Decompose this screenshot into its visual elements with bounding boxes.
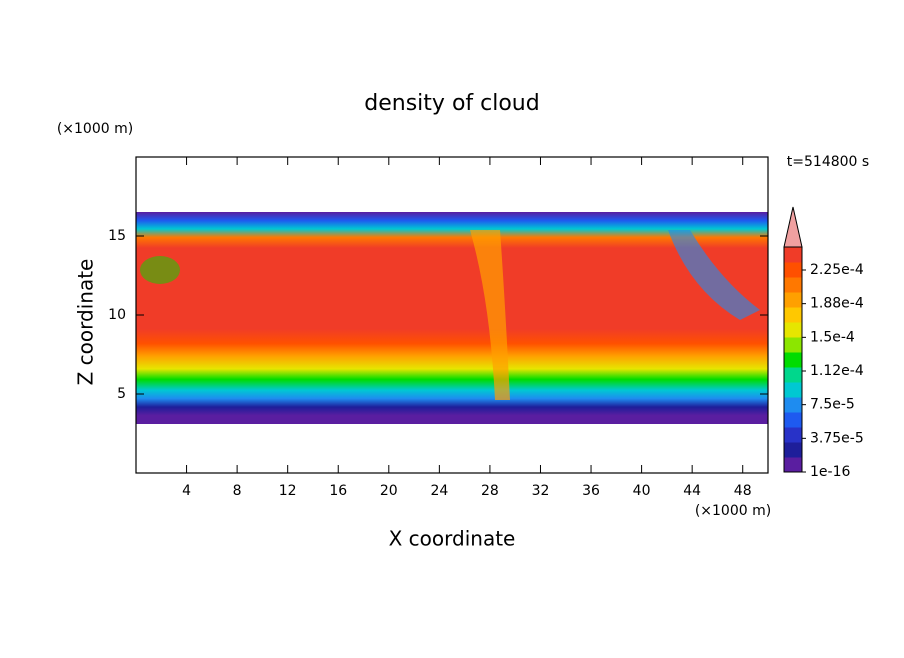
colorbar-band [784, 397, 802, 413]
colorbar-band [784, 277, 802, 293]
colorbar-band [784, 307, 802, 323]
colorbar-band [784, 427, 802, 443]
x-tick-label: 16 [329, 483, 347, 499]
chart-title: density of cloud [364, 91, 539, 116]
colorbar-band [784, 352, 802, 368]
y-tick-label: 10 [108, 307, 126, 323]
field-bands [136, 212, 768, 424]
colorbar-label: 1.88e-4 [810, 296, 864, 312]
x-tick-label: 28 [481, 483, 499, 499]
colorbar-band [784, 292, 802, 308]
colorbar-label: 7.5e-5 [810, 397, 855, 413]
contour-field [136, 212, 768, 424]
field-vortex [668, 230, 760, 320]
colorbar-label: 2.25e-4 [810, 262, 864, 278]
time-label: t=514800 s [787, 154, 869, 170]
x-tick-label: 20 [380, 483, 398, 499]
x-tick-label: 12 [279, 483, 297, 499]
colorbar-band [784, 412, 802, 428]
colorbar-label: 1.5e-4 [810, 329, 855, 345]
colorbar-band [784, 382, 802, 398]
y-unit: (×1000 m) [57, 121, 133, 137]
colorbar-band [784, 457, 802, 473]
x-tick-label: 44 [683, 483, 701, 499]
colorbar-band [784, 337, 802, 353]
x-tick-label: 4 [182, 483, 191, 499]
colorbar-label: 1e-16 [810, 464, 850, 480]
y-tick-label: 5 [117, 386, 126, 402]
colorbar-extend [783, 206, 803, 248]
colorbar-band [784, 262, 802, 278]
colorbar-band [784, 247, 802, 263]
y-tick-label: 15 [108, 228, 126, 244]
colorbar-label: 1.12e-4 [810, 363, 864, 379]
x-tick-label: 24 [430, 483, 448, 499]
x-tick-label: 36 [582, 483, 600, 499]
colorbar-band [784, 367, 802, 383]
field-eddy [140, 256, 180, 284]
y-axis-label: Z coordinate [74, 259, 98, 386]
x-tick-label: 32 [532, 483, 550, 499]
colorbar-band [784, 442, 802, 458]
field-plume [470, 230, 510, 400]
x-tick-label: 48 [734, 483, 752, 499]
colorbar-frame [783, 246, 803, 473]
colorbar-band [784, 322, 802, 338]
x-unit: (×1000 m) [695, 503, 771, 519]
colorbar-label: 3.75e-5 [810, 430, 864, 446]
x-axis-label: X coordinate [389, 527, 516, 551]
x-tick-label: 40 [633, 483, 651, 499]
x-tick-label: 8 [233, 483, 242, 499]
